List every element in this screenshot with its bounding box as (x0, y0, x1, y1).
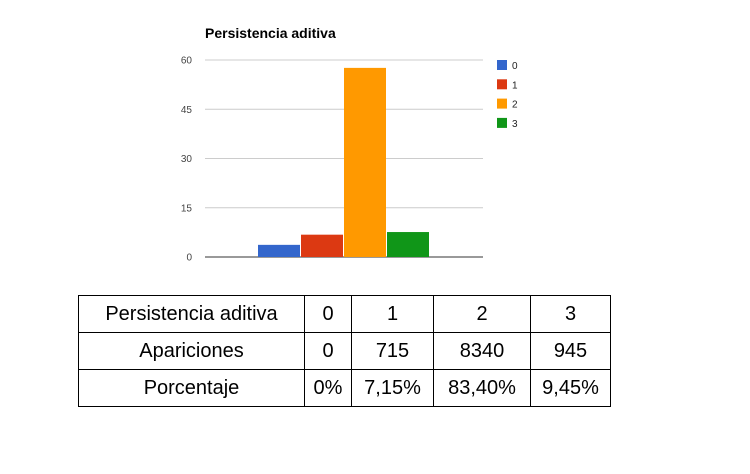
table-cell: 7,15% (351, 369, 434, 407)
bar-2 (344, 67, 386, 257)
table-row: Apariciones 0 715 8340 945 (78, 332, 611, 370)
table-cell: 0% (304, 369, 352, 407)
y-tick-label: 45 (181, 105, 193, 116)
table-cell: 0 (304, 332, 352, 370)
legend-label: 3 (512, 119, 518, 130)
legend-label: 2 (512, 100, 518, 111)
bars (258, 67, 429, 257)
table-row: Porcentaje 0% 7,15% 83,40% 9,45% (78, 369, 611, 407)
table-cell: 0 (304, 295, 352, 333)
legend-label: 1 (512, 80, 518, 91)
bar-3 (387, 232, 429, 257)
bar-chart: Persistencia aditiva 0 15 30 45 60 0 1 2 3 (181, 25, 518, 264)
legend: 0 1 2 3 (497, 60, 518, 130)
table-cell: 8340 (433, 332, 531, 370)
chart-title: Persistencia aditiva (205, 25, 336, 41)
table-row: Persistencia aditiva 0 1 2 3 (78, 295, 611, 333)
y-axis-ticks: 0 15 30 45 60 (181, 56, 193, 264)
bar-1 (301, 234, 343, 257)
y-tick-label: 60 (181, 56, 193, 67)
bar-0 (258, 244, 300, 257)
table-cell: 715 (351, 332, 434, 370)
table-cell: 83,40% (433, 369, 531, 407)
table-cell: 945 (530, 332, 611, 370)
legend-swatch (497, 117, 507, 128)
table-cell: Persistencia aditiva (78, 295, 305, 333)
legend-swatch (497, 60, 507, 70)
table-cell: 9,45% (530, 369, 611, 407)
legend-label: 0 (512, 61, 518, 72)
table-cell: Apariciones (78, 332, 305, 370)
table-cell: 3 (530, 295, 611, 333)
table-cell: 1 (351, 295, 434, 333)
legend-swatch (497, 79, 507, 90)
legend-swatch (497, 98, 507, 109)
data-table: Persistencia aditiva 0 1 2 3 Apariciones… (78, 295, 611, 407)
y-tick-label: 30 (181, 154, 193, 165)
table-cell: 2 (433, 295, 531, 333)
y-tick-label: 15 (181, 203, 193, 214)
y-tick-label: 0 (186, 253, 192, 264)
table-cell: Porcentaje (78, 369, 305, 407)
